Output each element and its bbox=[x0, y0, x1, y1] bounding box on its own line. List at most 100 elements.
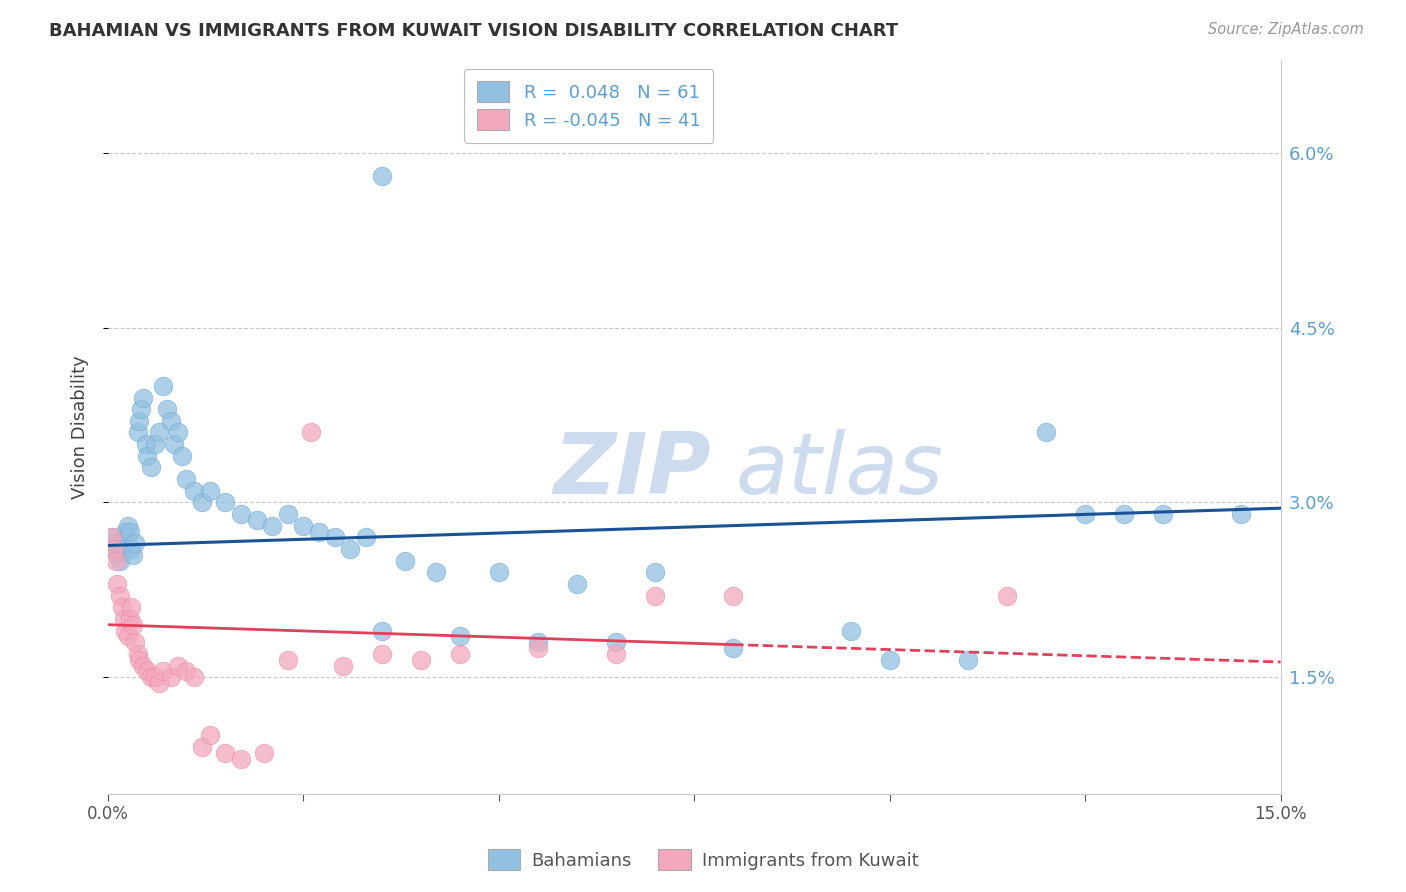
Point bbox=[128, 414, 150, 428]
Point bbox=[112, 530, 135, 544]
Point bbox=[124, 536, 146, 550]
Point bbox=[198, 728, 221, 742]
Point bbox=[308, 524, 330, 539]
Point bbox=[723, 640, 745, 655]
Point bbox=[172, 449, 194, 463]
Point bbox=[122, 548, 145, 562]
Point bbox=[565, 577, 588, 591]
Point bbox=[139, 460, 162, 475]
Point bbox=[103, 541, 125, 556]
Point bbox=[101, 530, 124, 544]
Point bbox=[277, 507, 299, 521]
Point bbox=[114, 624, 136, 638]
Point bbox=[409, 653, 432, 667]
Point bbox=[527, 635, 550, 649]
Point bbox=[159, 414, 181, 428]
Point bbox=[105, 577, 128, 591]
Point bbox=[152, 665, 174, 679]
Point bbox=[370, 624, 392, 638]
Point bbox=[132, 658, 155, 673]
Point bbox=[111, 600, 134, 615]
Point bbox=[127, 425, 149, 440]
Point bbox=[323, 530, 346, 544]
Point bbox=[132, 391, 155, 405]
Point bbox=[118, 612, 141, 626]
Point bbox=[1114, 507, 1136, 521]
Point bbox=[198, 483, 221, 498]
Point bbox=[103, 536, 125, 550]
Point bbox=[1074, 507, 1097, 521]
Point bbox=[449, 647, 471, 661]
Point bbox=[118, 524, 141, 539]
Point bbox=[292, 518, 315, 533]
Point bbox=[148, 676, 170, 690]
Y-axis label: Vision Disability: Vision Disability bbox=[72, 355, 89, 499]
Point bbox=[183, 483, 205, 498]
Point bbox=[122, 617, 145, 632]
Point bbox=[425, 566, 447, 580]
Point bbox=[299, 425, 322, 440]
Point bbox=[159, 670, 181, 684]
Point bbox=[262, 518, 284, 533]
Point bbox=[127, 647, 149, 661]
Point bbox=[191, 495, 214, 509]
Point bbox=[152, 379, 174, 393]
Point bbox=[111, 541, 134, 556]
Point bbox=[229, 507, 252, 521]
Point bbox=[114, 524, 136, 539]
Point bbox=[156, 402, 179, 417]
Point bbox=[108, 554, 131, 568]
Point bbox=[879, 653, 901, 667]
Point bbox=[839, 624, 862, 638]
Point bbox=[488, 566, 510, 580]
Point bbox=[120, 541, 142, 556]
Point bbox=[143, 437, 166, 451]
Point bbox=[394, 554, 416, 568]
Point bbox=[644, 589, 666, 603]
Point bbox=[143, 670, 166, 684]
Point bbox=[139, 670, 162, 684]
Point bbox=[277, 653, 299, 667]
Point bbox=[174, 472, 197, 486]
Point bbox=[174, 665, 197, 679]
Point bbox=[136, 449, 159, 463]
Point bbox=[214, 495, 236, 509]
Point bbox=[124, 635, 146, 649]
Text: ZIP: ZIP bbox=[554, 429, 711, 512]
Point bbox=[605, 647, 627, 661]
Point bbox=[245, 513, 267, 527]
Point bbox=[148, 425, 170, 440]
Point bbox=[129, 402, 152, 417]
Point bbox=[995, 589, 1018, 603]
Point bbox=[1152, 507, 1174, 521]
Point bbox=[1230, 507, 1253, 521]
Point bbox=[136, 665, 159, 679]
Point bbox=[163, 437, 186, 451]
Text: atlas: atlas bbox=[735, 429, 943, 512]
Point bbox=[644, 566, 666, 580]
Point bbox=[183, 670, 205, 684]
Point bbox=[117, 629, 139, 643]
Text: Source: ZipAtlas.com: Source: ZipAtlas.com bbox=[1208, 22, 1364, 37]
Point bbox=[339, 541, 361, 556]
Point bbox=[104, 541, 127, 556]
Point bbox=[104, 554, 127, 568]
Point bbox=[214, 746, 236, 760]
Point bbox=[105, 548, 128, 562]
Point bbox=[134, 437, 156, 451]
Point bbox=[229, 752, 252, 766]
Point bbox=[167, 425, 190, 440]
Point bbox=[370, 169, 392, 183]
Point bbox=[167, 658, 190, 673]
Point bbox=[120, 600, 142, 615]
Point bbox=[117, 518, 139, 533]
Point bbox=[128, 653, 150, 667]
Legend: R =  0.048   N = 61, R = -0.045   N = 41: R = 0.048 N = 61, R = -0.045 N = 41 bbox=[464, 69, 713, 143]
Point bbox=[112, 612, 135, 626]
Point bbox=[449, 629, 471, 643]
Point bbox=[605, 635, 627, 649]
Point bbox=[108, 589, 131, 603]
Point bbox=[370, 647, 392, 661]
Point bbox=[527, 640, 550, 655]
Point bbox=[191, 740, 214, 755]
